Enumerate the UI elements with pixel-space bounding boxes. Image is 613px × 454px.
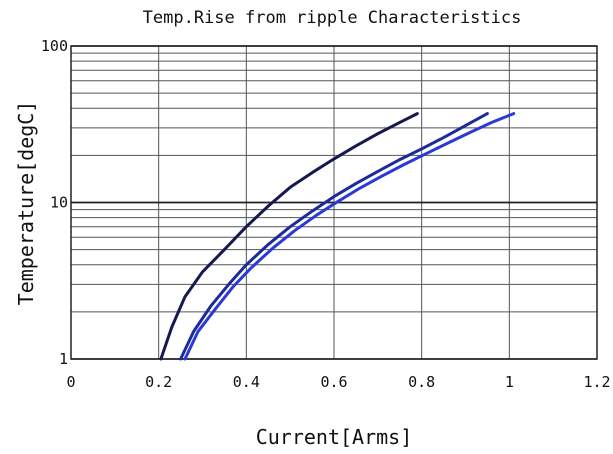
x-tick-label: 0.8 [408, 373, 435, 391]
x-tick-label: 0.6 [320, 373, 347, 391]
series-line-2 [179, 112, 489, 361]
x-tick-label: 1 [505, 373, 514, 391]
x-tick-labels: 0 0.2 0.4 0.6 0.8 1 1.2 [66, 373, 610, 391]
plot-frame [70, 45, 598, 360]
x-tick-label: 0.4 [233, 373, 260, 391]
y-tick-label: 1 [59, 350, 68, 368]
series-line-1 [159, 112, 419, 361]
y-tick-labels: 1 10 100 [41, 37, 68, 368]
chart-title: Temp.Rise from ripple Characteristics [143, 8, 522, 28]
x-axis-label: Current[Arms] [256, 425, 413, 449]
y-tick-label: 100 [41, 37, 68, 55]
x-tick-label: 1.2 [583, 373, 610, 391]
y-axis-label: Temperature[degC] [14, 101, 38, 306]
y-tick-label: 10 [50, 194, 68, 212]
x-tick-label: 0.2 [145, 373, 172, 391]
x-tick-label: 0 [66, 373, 75, 391]
series-line-3 [183, 112, 516, 361]
series-layer [159, 112, 516, 361]
